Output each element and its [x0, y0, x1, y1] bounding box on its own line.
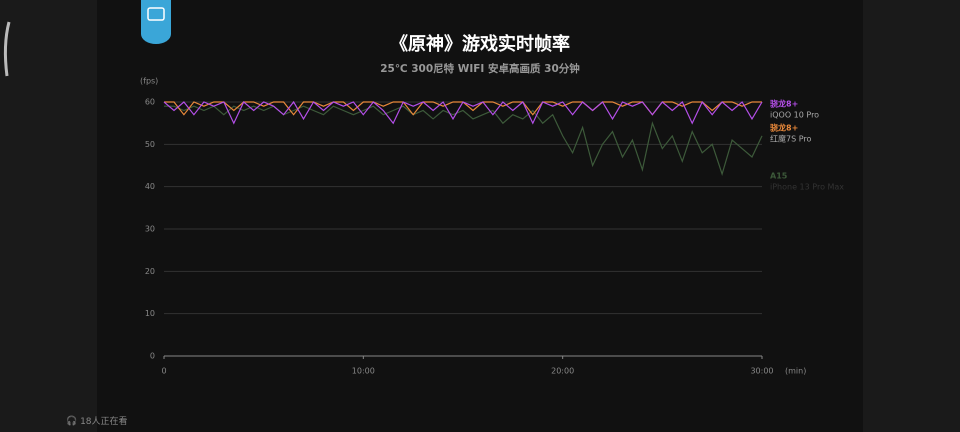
legend-device: iPhone 13 Pro Max — [770, 183, 844, 192]
plot: 0 10 20 30 40 50 60 0 10:00 20:00 30:00 骁龙8+ iQOO 10… — [145, 98, 844, 376]
viewer-count-text: 18人正在看 — [80, 415, 127, 427]
y-tick-label: 60 — [145, 98, 155, 107]
y-tick-label: 50 — [145, 140, 155, 149]
legend-name: A15 — [770, 172, 788, 181]
x-axis-label: (min) — [785, 367, 806, 376]
legend-name: 骁龙8+ — [770, 123, 798, 133]
logo — [141, 0, 171, 44]
viewer-count: 🎧 18人正在看 — [66, 415, 128, 427]
legend-name: 骁龙8+ — [770, 99, 798, 109]
y-tick-label: 0 — [150, 352, 155, 361]
side-handle — [3, 21, 11, 77]
legend-device: iQOO 10 Pro — [770, 111, 819, 120]
x-tick-label: 0 — [161, 367, 166, 376]
y-axis-label: (fps) — [140, 77, 158, 86]
legend-device: 红魔7S Pro — [770, 134, 812, 144]
logo-icon — [147, 7, 165, 21]
x-tick-label: 10:00 — [352, 367, 375, 376]
y-tick-label: 40 — [145, 182, 155, 191]
y-tick-label: 30 — [145, 225, 155, 234]
x-tick-label: 20:00 — [551, 367, 574, 376]
chart-subtitle: 25℃ 300尼特 WIFI 安卓高画质 30分钟 — [380, 62, 580, 75]
series-line — [164, 105, 763, 177]
y-tick-label: 20 — [145, 267, 155, 276]
x-tick-label: 30:00 — [750, 367, 773, 376]
y-tick-label: 10 — [145, 309, 155, 318]
video-frame — [97, 0, 863, 432]
chart-title: 《原神》游戏实时帧率 — [390, 33, 570, 55]
series-line — [163, 100, 763, 125]
